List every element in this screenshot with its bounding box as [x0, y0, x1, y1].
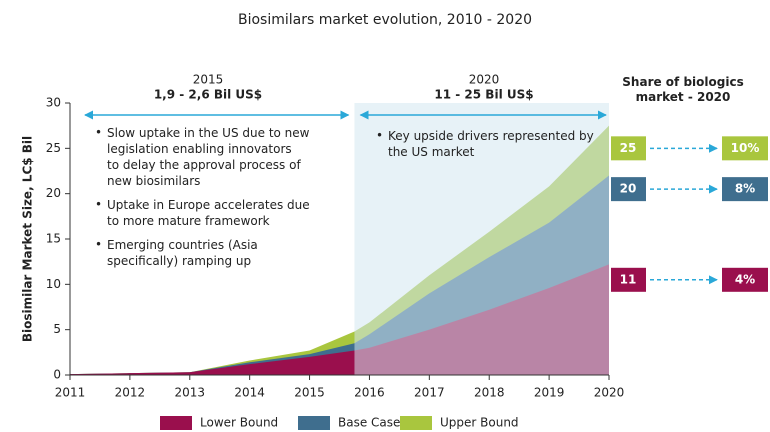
- y-tick-label: 5: [53, 322, 61, 336]
- legend-swatch: [160, 416, 192, 430]
- value-label: 20: [620, 182, 637, 196]
- share-label: 8%: [735, 182, 755, 196]
- highlight-region: [354, 103, 609, 375]
- bullet-text: Uptake in Europe accelerates due to more …: [107, 198, 310, 228]
- y-tick-label: 20: [46, 186, 61, 200]
- legend-label: Lower Bound: [200, 416, 278, 430]
- x-tick-label: 2019: [534, 386, 565, 400]
- bullet-dot: •: [95, 238, 102, 252]
- legend-swatch: [400, 416, 432, 430]
- value-label: 11: [620, 272, 637, 286]
- bullet-dot: •: [95, 198, 102, 212]
- share-title: Share of biologics market - 2020: [622, 75, 743, 104]
- y-tick-label: 10: [46, 277, 61, 291]
- x-tick-label: 2013: [175, 386, 206, 400]
- bullet-text: Emerging countries (Asia specifically) ra…: [107, 238, 258, 268]
- share-label: 10%: [731, 141, 760, 155]
- value-box: [611, 177, 646, 202]
- x-tick-label: 2015: [294, 386, 325, 400]
- bullet-dot: •: [376, 129, 383, 143]
- value-label: 25: [620, 141, 637, 155]
- x-tick-label: 2020: [594, 386, 625, 400]
- period-year: 2020: [469, 73, 500, 87]
- value-box: [611, 267, 646, 292]
- bullet-text: Slow uptake in the US due to new legislat…: [107, 126, 310, 188]
- share-box: [722, 136, 768, 161]
- bullet-text: Key upside drivers represented by the US …: [388, 129, 594, 159]
- period-range: 1,9 - 2,6 Bil US$: [154, 88, 262, 102]
- y-tick-label: 0: [53, 368, 61, 382]
- chart-title: Biosimilars market evolution, 2010 - 202…: [238, 12, 532, 28]
- y-tick-label: 30: [46, 96, 61, 110]
- share-label: 4%: [735, 272, 755, 286]
- share-box: [722, 177, 768, 202]
- y-tick-label: 25: [46, 141, 61, 155]
- x-tick-label: 2018: [474, 386, 505, 400]
- value-box: [611, 136, 646, 161]
- period-year: 2015: [193, 73, 224, 87]
- share-box: [722, 267, 768, 292]
- x-tick-label: 2014: [234, 386, 265, 400]
- period-range: 11 - 25 Bil US$: [434, 88, 533, 102]
- bullet-dot: •: [95, 126, 102, 140]
- legend-label: Upper Bound: [440, 416, 519, 430]
- legend-swatch: [298, 416, 330, 430]
- x-tick-label: 2011: [55, 386, 86, 400]
- legend-label: Base Case: [338, 416, 400, 430]
- x-tick-label: 2012: [115, 386, 146, 400]
- x-tick-label: 2016: [354, 386, 385, 400]
- y-tick-label: 15: [46, 232, 61, 246]
- y-axis-label: Biosimilar Market Size, LC$ Bil: [21, 136, 35, 342]
- x-tick-label: 2017: [414, 386, 445, 400]
